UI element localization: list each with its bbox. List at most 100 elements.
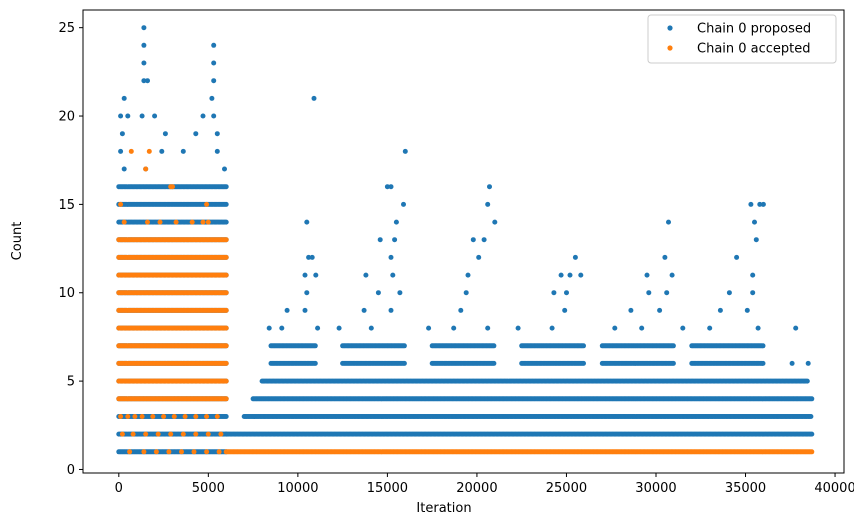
data-point — [388, 307, 394, 313]
data-point — [336, 325, 342, 331]
data-point — [726, 290, 732, 296]
data-point — [750, 290, 756, 296]
data-point — [664, 290, 670, 296]
data-point — [119, 431, 125, 437]
data-point — [119, 131, 125, 137]
data-point — [193, 131, 199, 137]
plot-area — [116, 25, 815, 455]
y-tick-label: 10 — [58, 286, 75, 301]
data-point — [152, 113, 158, 119]
data-point — [193, 431, 199, 437]
data-point — [223, 343, 229, 349]
data-point — [223, 272, 229, 278]
x-tick-label: 5000 — [192, 481, 225, 496]
data-point — [211, 78, 217, 84]
data-point — [481, 237, 487, 243]
data-point — [132, 414, 138, 419]
data-point — [789, 360, 795, 366]
data-point — [657, 307, 663, 313]
data-point — [646, 290, 652, 296]
data-point — [755, 325, 761, 331]
data-point — [130, 431, 136, 437]
data-point — [401, 343, 407, 349]
data-point — [223, 290, 229, 296]
x-tick-label: 25000 — [546, 481, 587, 496]
data-point — [171, 414, 177, 419]
data-point — [515, 325, 521, 331]
data-point — [161, 414, 167, 419]
data-point — [150, 414, 156, 419]
data-point — [223, 307, 229, 313]
data-point — [368, 325, 374, 331]
data-point — [141, 25, 147, 31]
x-tick-label: 40000 — [814, 481, 854, 496]
data-point — [223, 396, 229, 402]
data-point — [145, 78, 150, 84]
data-point — [451, 325, 457, 331]
data-point — [804, 378, 810, 384]
data-point — [204, 201, 210, 207]
data-point — [146, 148, 152, 154]
legend-label-proposed: Chain 0 proposed — [697, 22, 811, 37]
data-point — [313, 272, 319, 278]
data-point — [377, 237, 383, 243]
data-point — [223, 325, 229, 331]
data-point — [304, 290, 310, 296]
y-axis-label: Count — [10, 222, 25, 261]
data-point — [390, 272, 396, 278]
data-point — [211, 60, 217, 66]
data-point — [639, 325, 645, 331]
x-tick-label: 30000 — [635, 481, 676, 496]
data-point — [121, 95, 127, 101]
data-point — [492, 219, 498, 225]
data-point — [562, 307, 568, 313]
data-point — [401, 360, 407, 366]
data-point — [279, 325, 285, 331]
data-point — [205, 219, 211, 225]
x-axis-label: Iteration — [416, 501, 471, 516]
data-point — [179, 449, 184, 455]
x-tick-label: 0 — [115, 481, 123, 496]
data-point — [211, 113, 217, 119]
x-axis: 0 5000 10000 15000 20000 25000 30000 35000 40000 — [115, 473, 854, 496]
data-point — [315, 325, 321, 331]
y-tick-label: 5 — [67, 375, 75, 390]
data-point — [284, 307, 290, 313]
data-point — [309, 254, 315, 260]
data-point — [125, 414, 131, 419]
data-point — [125, 113, 131, 119]
data-point — [760, 360, 766, 366]
data-point — [200, 219, 206, 225]
data-point — [312, 343, 318, 349]
y-tick-label: 15 — [58, 198, 75, 213]
data-point — [139, 414, 145, 419]
data-point — [470, 237, 476, 243]
data-point — [312, 360, 318, 366]
data-point — [578, 272, 584, 278]
data-point — [128, 148, 134, 154]
data-point — [143, 431, 149, 437]
data-point — [707, 325, 713, 331]
data-point — [748, 201, 754, 207]
data-point — [572, 254, 578, 260]
data-point — [193, 414, 199, 419]
data-point — [211, 42, 217, 48]
data-point — [145, 219, 150, 225]
data-point — [809, 431, 815, 437]
data-point — [266, 325, 272, 331]
data-point — [223, 360, 229, 366]
data-point — [487, 184, 492, 190]
data-point — [388, 184, 394, 190]
data-point — [200, 113, 206, 119]
data-point — [680, 325, 686, 331]
data-point — [375, 290, 381, 296]
data-point — [166, 449, 172, 455]
data-point — [628, 307, 634, 313]
data-point — [458, 307, 464, 313]
series-1 — [116, 148, 815, 455]
data-point — [581, 343, 586, 349]
data-point — [644, 272, 650, 278]
data-point — [121, 219, 127, 225]
data-point — [805, 360, 811, 366]
